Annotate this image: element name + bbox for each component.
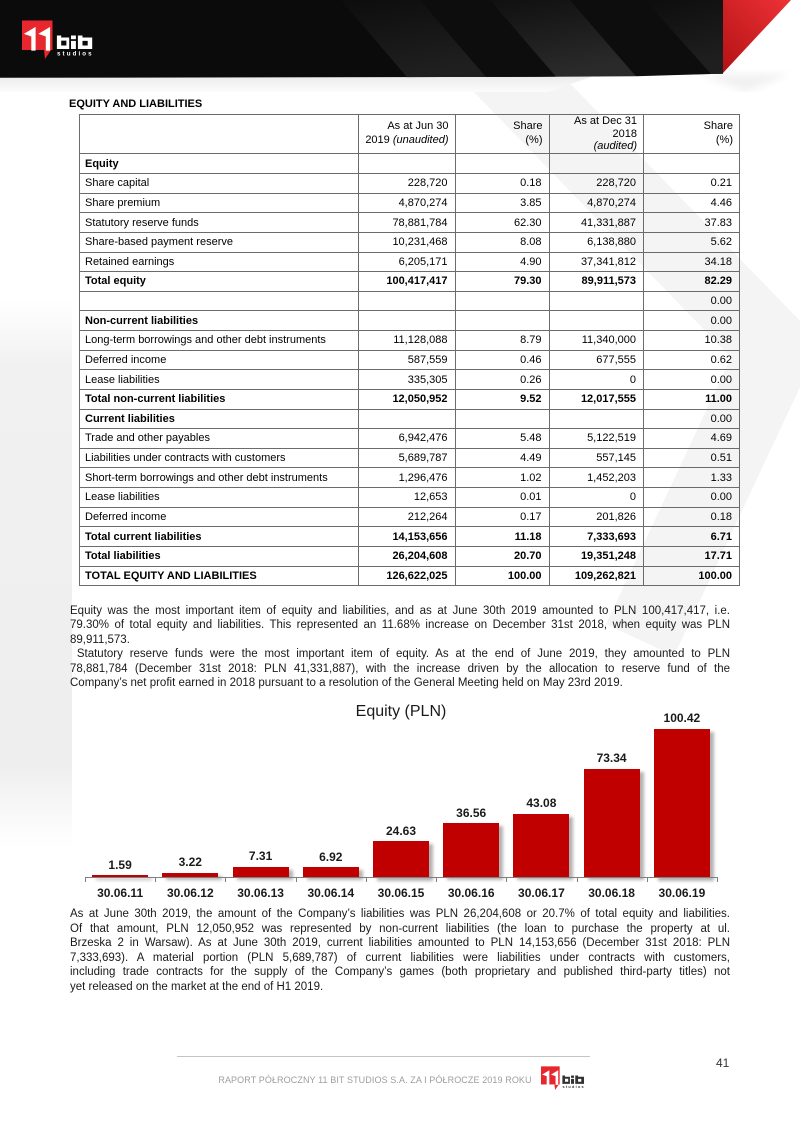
svg-text:studios: studios — [562, 1085, 585, 1089]
svg-text:studios: studios — [57, 51, 94, 58]
